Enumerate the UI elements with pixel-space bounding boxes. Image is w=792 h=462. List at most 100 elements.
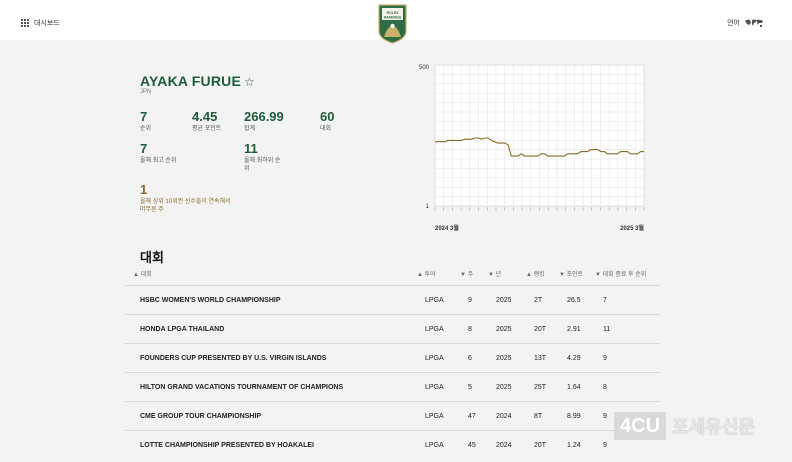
chart-y-tick-label: 500 — [419, 65, 430, 71]
stat-label: 올해 최하위 순위 — [244, 158, 281, 172]
event-rank-after: 9 — [603, 442, 607, 449]
stat-label: 올해 상위 10위권 선수들이 연속해서 머무른 주 — [140, 199, 231, 213]
stat-value: 1 — [140, 182, 148, 197]
event-rank: 2T — [534, 297, 543, 304]
rolex-rankings-logo[interactable]: ROLEX RANKINGS — [376, 3, 409, 44]
table-row[interactable]: HONDA LPGA THAILAND LPGA 8 2025 20T 2.91… — [125, 314, 660, 343]
event-year: 2024 — [496, 442, 512, 449]
stat-average-points: 4.45 평균 포인트 — [192, 110, 221, 133]
watermark: 4CU 포세유신문 — [614, 412, 755, 440]
event-year: 2025 — [496, 297, 512, 304]
event-tour: LPGA — [425, 326, 444, 333]
event-name[interactable]: LOTTE CHAMPIONSHIP PRESENTED BY HOAKALEI — [140, 442, 314, 449]
events-title: 대회 — [140, 250, 164, 265]
stat-label: 합계 — [244, 126, 256, 132]
favorite-star-icon[interactable]: ☆ — [244, 75, 255, 89]
chart-series-line — [435, 137, 644, 157]
event-rank-after: 9 — [603, 413, 607, 420]
watermark-logo: 4CU — [614, 412, 667, 440]
stat-rank: 7 순위 — [140, 110, 151, 133]
event-name[interactable]: HONDA LPGA THAILAND — [140, 326, 225, 333]
table-row[interactable]: FOUNDERS CUP PRESENTED BY U.S. VIRGIN IS… — [125, 343, 660, 372]
language-label: 언어 — [727, 20, 740, 27]
table-row[interactable]: CME GROUP TOUR CHAMPIONSHIP LPGA 47 2024… — [125, 401, 660, 430]
event-name[interactable]: HSBC WOMEN'S WORLD CHAMPIONSHIP — [140, 297, 281, 304]
event-year: 2025 — [496, 355, 512, 362]
column-header-tour[interactable]: ▲ 투어 — [417, 272, 436, 278]
event-week: 47 — [468, 413, 476, 420]
language-selector[interactable]: 언어 — [727, 18, 764, 28]
player-name-text: AYAKA FURUE — [140, 73, 241, 89]
event-rank: 25T — [534, 384, 547, 391]
event-points: 8.99 — [567, 413, 581, 420]
column-header-points[interactable]: ▼ 포인트 — [559, 272, 584, 278]
stat-label: 평균 포인트 — [192, 126, 222, 132]
grid-menu-icon — [21, 19, 29, 27]
event-points: 2.91 — [567, 326, 581, 333]
watermark-text: 포세유신문 — [672, 417, 755, 437]
event-name[interactable]: CME GROUP TOUR CHAMPIONSHIP — [140, 413, 262, 420]
stat-total: 266.99 합계 — [244, 110, 284, 133]
event-points: 26.5 — [567, 297, 581, 304]
column-header-year[interactable]: ▼ 년 — [488, 272, 502, 278]
event-rank: 13T — [534, 355, 547, 362]
event-week: 9 — [468, 297, 472, 304]
event-rank-after: 9 — [603, 355, 607, 362]
event-points: 4.29 — [567, 355, 581, 362]
event-tour: LPGA — [425, 413, 444, 420]
event-year: 2024 — [496, 413, 512, 420]
table-row[interactable]: LOTTE CHAMPIONSHIP PRESENTED BY HOAKALEI… — [125, 430, 660, 459]
stat-value: 266.99 — [244, 109, 284, 124]
event-rank: 8T — [534, 413, 543, 420]
chart-x-tick-label: 2024 3월 — [435, 224, 459, 232]
event-name[interactable]: HILTON GRAND VACATIONS TOURNAMENT OF CHA… — [140, 384, 344, 391]
event-rank-after: 7 — [603, 297, 607, 304]
event-rank: 20T — [534, 326, 547, 333]
event-tour: LPGA — [425, 297, 444, 304]
world-map-icon — [745, 19, 763, 27]
column-header-rank[interactable]: ▲ 랭킹 — [526, 272, 545, 278]
logo-brand: ROLEX — [387, 11, 399, 15]
chart-x-tick-label: 2025 3월 — [620, 224, 644, 232]
stat-label: 순위 — [140, 126, 152, 132]
event-rank-after: 8 — [603, 384, 607, 391]
table-row[interactable]: HILTON GRAND VACATIONS TOURNAMENT OF CHA… — [125, 372, 660, 401]
stat-label: 올해 최고 순위 — [140, 158, 177, 164]
dashboard-link[interactable]: 대시보드 — [21, 18, 60, 28]
column-header-rank-after[interactable]: ▼ 대회 종료 후 순위 — [595, 272, 647, 278]
events-table-header: ▲ 대회 ▲ 투어 ▼ 주 ▼ 년 ▲ 랭킹 ▼ 포인트 ▼ 대회 종료 후 순… — [125, 266, 660, 280]
event-rank: 20T — [534, 442, 547, 449]
event-points: 1.64 — [567, 384, 581, 391]
stat-events: 60 대회 — [320, 110, 334, 133]
top-bar: 대시보드 ROLEX RANKINGS 언어 — [0, 0, 792, 44]
event-week: 45 — [468, 442, 476, 449]
stat-value: 7 — [140, 109, 148, 124]
event-name[interactable]: FOUNDERS CUP PRESENTED BY U.S. VIRGIN IS… — [140, 355, 327, 362]
event-tour: LPGA — [425, 355, 444, 362]
column-header-event[interactable]: ▲ 대회 — [133, 272, 152, 278]
event-week: 8 — [468, 326, 472, 333]
table-row[interactable]: HSBC WOMEN'S WORLD CHAMPIONSHIP LPGA 9 2… — [125, 285, 660, 314]
chart-y-tick-label: 1 — [426, 204, 430, 210]
stat-value: 11 — [244, 141, 258, 156]
event-tour: LPGA — [425, 442, 444, 449]
dashboard-label: 대시보드 — [34, 20, 60, 27]
event-tour: LPGA — [425, 384, 444, 391]
player-country: JPN — [140, 89, 152, 95]
event-year: 2025 — [496, 326, 512, 333]
stat-value: 60 — [320, 109, 335, 124]
stat-label: 대회 — [320, 126, 332, 132]
stat-worst-rank: 11 올해 최하위 순위 — [244, 142, 284, 173]
stat-value: 7 — [140, 141, 148, 156]
event-year: 2025 — [496, 384, 512, 391]
event-points: 1.24 — [567, 442, 581, 449]
player-name: AYAKA FURUE ☆ — [140, 73, 255, 89]
stat-best-rank: 7 올해 최고 순위 — [140, 142, 180, 165]
column-header-week[interactable]: ▼ 주 — [460, 272, 474, 278]
ranking-history-chart[interactable]: 500 1 2024 3월 2025 3월 — [414, 60, 654, 238]
event-rank-after: 11 — [603, 326, 611, 333]
stat-top10-weeks: 1 올해 상위 10위권 선수들이 연속해서 머무른 주 — [140, 183, 232, 214]
event-week: 5 — [468, 384, 472, 391]
logo-title: RANKINGS — [384, 16, 401, 20]
stat-value: 4.45 — [192, 109, 218, 124]
